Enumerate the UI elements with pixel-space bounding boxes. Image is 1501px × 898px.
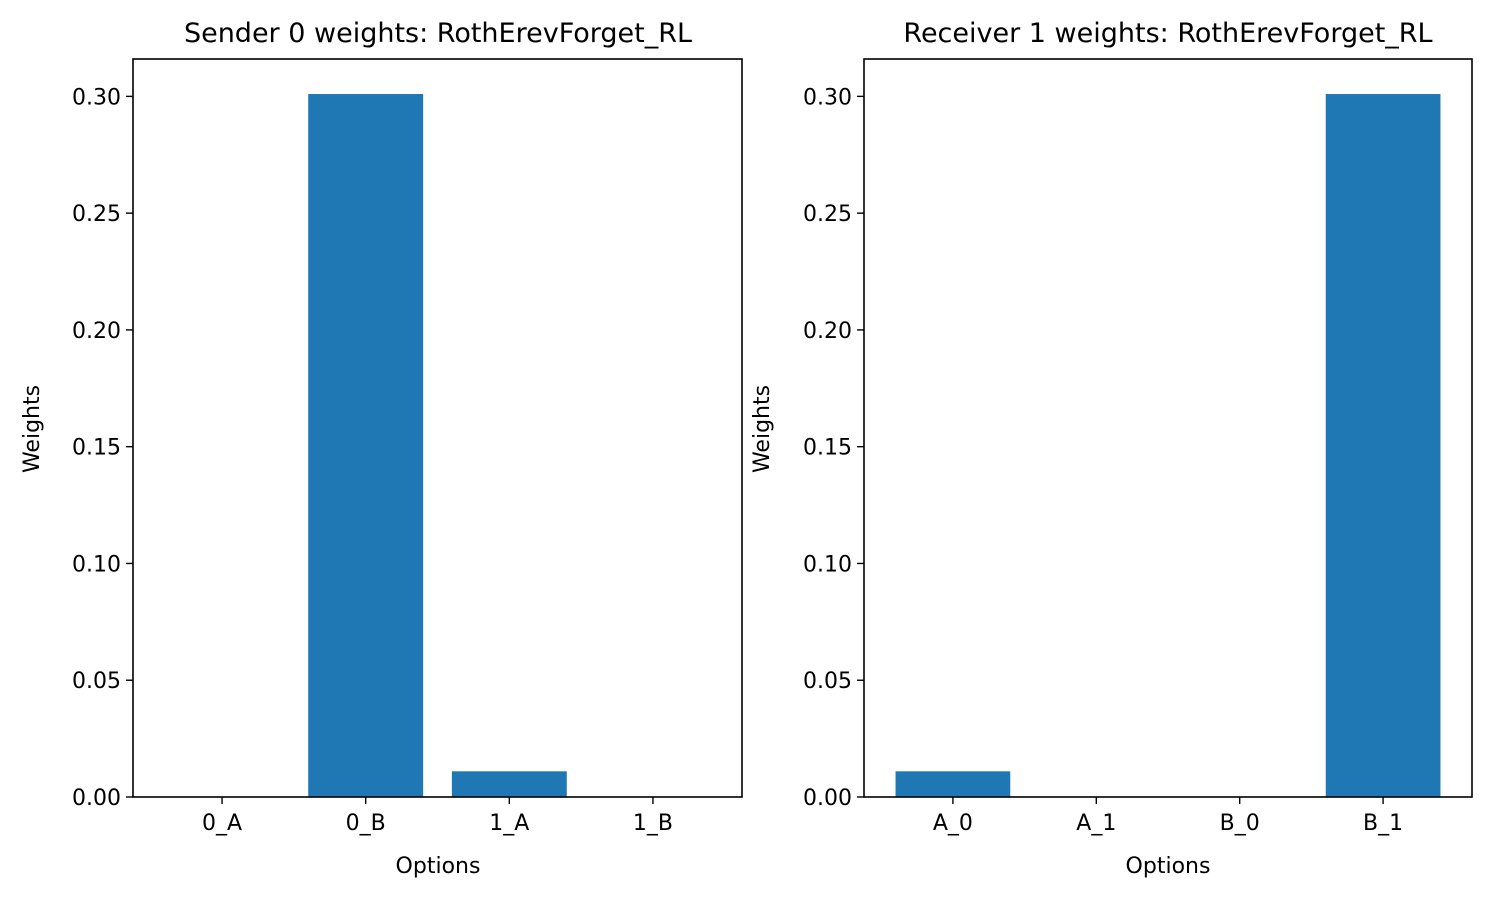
sender-y-tick-label-0.25: 0.25 bbox=[72, 202, 121, 227]
receiver-y-tick-label-0.20: 0.20 bbox=[803, 319, 852, 344]
receiver-plot: 0.00 0.05 0.10 0.15 0.20 0.25 0.30 A_0 A_1 B_0 B_1 bbox=[803, 58, 1473, 836]
receiver-y-axis-label: Weights bbox=[750, 385, 775, 473]
sender-plot: 0.00 0.05 0.10 0.15 0.20 0.25 0.30 0_A 0_B 1_A 1_B bbox=[72, 58, 743, 836]
sender-y-tick-label-0.10: 0.10 bbox=[72, 552, 121, 577]
receiver-chart-title: Receiver 1 weights: RothErevForget_RL bbox=[903, 18, 1432, 49]
sender-axes-frame bbox=[132, 58, 743, 798]
sender-chart: Sender 0 weights: RothErevForget_RL 0.00… bbox=[20, 18, 743, 879]
receiver-y-tick-label-0.15: 0.15 bbox=[803, 436, 852, 461]
receiver-axes-frame bbox=[863, 58, 1473, 798]
receiver-y-tick-label-0.10: 0.10 bbox=[803, 552, 852, 577]
receiver-y-tick-label-0.05: 0.05 bbox=[803, 669, 852, 694]
receiver-bar-B_1 bbox=[1325, 94, 1441, 797]
receiver-y-tick-label-0.25: 0.25 bbox=[803, 202, 852, 227]
sender-x-axis-label: Options bbox=[396, 854, 481, 879]
receiver-y-tick-label-0.00: 0.00 bbox=[803, 786, 852, 811]
sender-x-tick-label-0_B: 0_B bbox=[346, 811, 386, 836]
sender-x-tick-label-0_A: 0_A bbox=[202, 811, 242, 836]
sender-bar-1_A bbox=[451, 771, 567, 797]
sender-y-tick-label-0.00: 0.00 bbox=[72, 786, 121, 811]
sender-y-tick-label-0.30: 0.30 bbox=[72, 85, 121, 110]
receiver-x-tick-label-B_0: B_0 bbox=[1220, 811, 1260, 836]
receiver-x-axis-label: Options bbox=[1126, 854, 1211, 879]
sender-x-tick-label-1_B: 1_B bbox=[633, 811, 673, 836]
receiver-x-tick-label-B_1: B_1 bbox=[1363, 811, 1403, 836]
sender-y-axis-label: Weights bbox=[20, 385, 45, 473]
receiver-chart: Receiver 1 weights: RothErevForget_RL 0.… bbox=[750, 18, 1473, 879]
sender-chart-title: Sender 0 weights: RothErevForget_RL bbox=[184, 18, 692, 49]
receiver-y-tick-label-0.30: 0.30 bbox=[803, 85, 852, 110]
sender-x-tick-label-1_A: 1_A bbox=[489, 811, 529, 836]
sender-bar-0_B bbox=[308, 94, 424, 797]
sender-y-tick-label-0.05: 0.05 bbox=[72, 669, 121, 694]
sender-y-tick-label-0.15: 0.15 bbox=[72, 436, 121, 461]
receiver-bar-A_0 bbox=[895, 771, 1011, 797]
receiver-x-tick-label-A_1: A_1 bbox=[1076, 811, 1116, 836]
receiver-x-tick-label-A_0: A_0 bbox=[933, 811, 973, 836]
sender-y-tick-label-0.20: 0.20 bbox=[72, 319, 121, 344]
